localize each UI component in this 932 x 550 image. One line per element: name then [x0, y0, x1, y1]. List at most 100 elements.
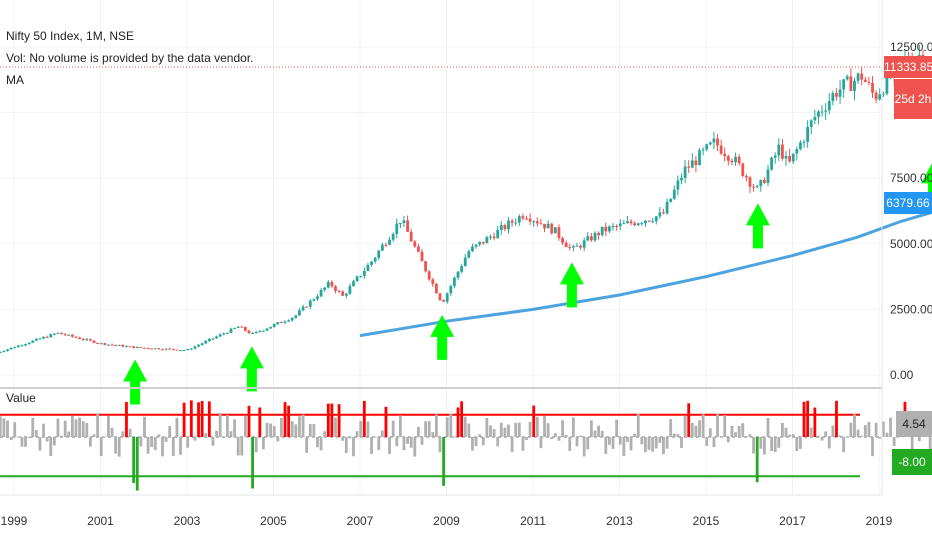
oscillator-bar	[427, 421, 431, 437]
candle	[701, 147, 705, 156]
oscillator-bar	[334, 417, 337, 437]
oscillator-bar	[528, 421, 532, 437]
oscillator-bar	[708, 428, 712, 437]
oscillator-bar	[463, 416, 467, 437]
oscillator-bar	[517, 422, 521, 437]
oscillator-bar	[222, 437, 226, 439]
time-tick-label: 2003	[174, 514, 201, 528]
oscillator-bar	[741, 423, 745, 437]
candle	[690, 153, 694, 168]
candle	[806, 120, 810, 148]
candle	[849, 68, 853, 92]
candle	[179, 350, 182, 352]
candle	[132, 346, 136, 349]
oscillator-bar	[135, 437, 139, 491]
price-tick-label: 2500.00	[890, 302, 932, 316]
candle	[687, 160, 691, 173]
oscillator-bar	[416, 426, 420, 437]
oscillator-bar	[885, 432, 889, 437]
oscillator-bar	[481, 437, 485, 446]
candle	[680, 173, 683, 185]
candle	[391, 232, 395, 242]
oscillator-bar	[132, 437, 136, 483]
oscillator-bar	[784, 427, 788, 437]
oscillator-bar	[409, 437, 413, 448]
candle	[762, 177, 766, 184]
candle	[49, 333, 53, 338]
oscillator-bar	[910, 437, 914, 454]
oscillator-bar	[734, 432, 737, 437]
candle	[528, 213, 532, 225]
price-axis[interactable]: 12500.00 7500.00 5000.00 2500.00 0.00	[890, 40, 932, 382]
candle	[85, 338, 89, 341]
candle	[254, 331, 258, 334]
oscillator-bar	[240, 437, 244, 456]
oscillator-bar	[543, 415, 546, 437]
candle	[665, 198, 669, 215]
candle	[262, 330, 265, 332]
oscillator-bar	[726, 437, 730, 443]
oscillator-bar	[85, 422, 89, 437]
time-axis[interactable]: 1999 2001 2003 2005 2007 2009 2011 2013 2015 2017…	[1, 514, 932, 528]
countdown-tag: 25d 2h	[894, 78, 932, 119]
candle	[867, 76, 871, 86]
oscillator-bar	[770, 437, 773, 452]
oscillator-bar	[860, 435, 864, 437]
oscillator-bar	[276, 437, 280, 442]
oscillator-bar	[67, 431, 71, 437]
oscillator-bar	[676, 434, 680, 437]
candle	[831, 90, 835, 106]
candle	[272, 323, 276, 328]
candle	[298, 308, 301, 317]
candle	[478, 241, 482, 247]
oscillator-bar	[2, 418, 6, 437]
oscillator-bar	[355, 431, 359, 437]
candle	[564, 240, 568, 248]
oscillator-bar	[413, 437, 417, 457]
oscillator-bar	[312, 424, 316, 437]
oscillator-bar	[795, 437, 799, 452]
candle	[669, 198, 673, 203]
oscillator-bar	[294, 424, 298, 437]
oscillator-bar	[586, 437, 590, 450]
oscillator-bar	[680, 437, 683, 448]
oscillator-bar	[737, 425, 741, 437]
candle	[247, 329, 251, 334]
candle	[60, 332, 63, 335]
oscillator-bar	[525, 437, 528, 440]
candle	[863, 76, 867, 83]
candlestick-series	[0, 44, 932, 354]
oscillator-bar	[499, 422, 503, 437]
oscillator-bar	[438, 437, 442, 453]
oscillator-bar	[669, 419, 673, 437]
candle	[373, 256, 377, 264]
candle	[788, 148, 792, 163]
candle	[171, 348, 175, 351]
symbol-title: Nifty 50 Index, 1M, NSE	[6, 29, 135, 43]
oscillator-bar	[550, 437, 554, 440]
candle	[150, 348, 154, 350]
candle	[672, 185, 676, 200]
candle	[489, 234, 492, 240]
oscillator-bar	[582, 437, 586, 457]
candle	[31, 340, 35, 343]
oscillator-bar	[489, 425, 492, 437]
candle	[222, 332, 226, 336]
candle	[27, 342, 31, 345]
oscillator-bar	[9, 437, 13, 440]
oscillator-bar	[615, 419, 619, 437]
oscillator-bar	[471, 437, 474, 451]
oscillator-bar	[251, 437, 254, 489]
oscillator-bar	[813, 407, 817, 437]
candle	[323, 287, 327, 293]
candle	[781, 138, 784, 161]
candle	[514, 218, 518, 226]
oscillator-bar	[889, 417, 892, 437]
candle	[175, 349, 179, 351]
oscillator-bar	[366, 421, 370, 437]
oscillator-bar	[384, 406, 388, 437]
oscillator-bar	[316, 437, 319, 448]
candle	[56, 332, 60, 335]
